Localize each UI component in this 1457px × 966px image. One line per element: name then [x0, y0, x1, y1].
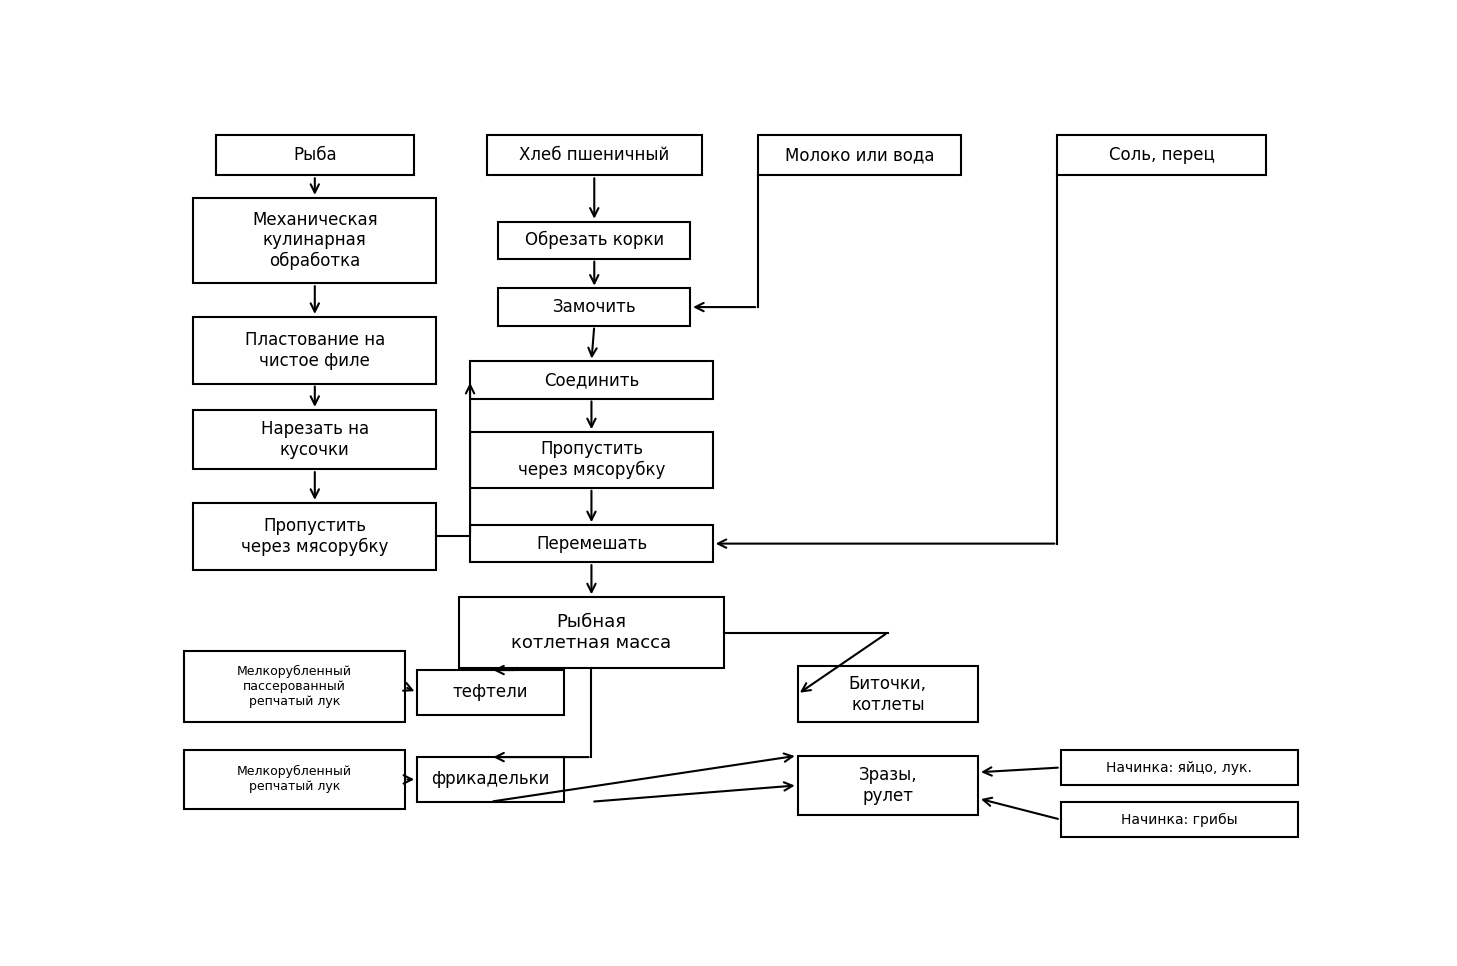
Text: Пропустить
через мясорубку: Пропустить через мясорубку: [517, 440, 666, 479]
Bar: [487, 134, 701, 176]
Bar: [185, 750, 405, 810]
Text: Хлеб пшеничный: Хлеб пшеничный: [519, 146, 669, 164]
Bar: [498, 221, 691, 259]
Bar: [185, 651, 405, 723]
Text: Перемешать: Перемешать: [536, 534, 647, 553]
Bar: [758, 134, 962, 176]
Bar: [471, 361, 712, 399]
Bar: [194, 198, 436, 283]
Bar: [1061, 802, 1298, 838]
Bar: [194, 502, 436, 570]
Text: Замочить: Замочить: [552, 298, 637, 316]
Text: Начинка: яйцо, лук.: Начинка: яйцо, лук.: [1106, 760, 1252, 775]
Bar: [194, 410, 436, 469]
Bar: [471, 432, 712, 488]
Text: Соединить: Соединить: [543, 371, 640, 389]
Text: Биточки,
котлеты: Биточки, котлеты: [849, 675, 927, 714]
Bar: [1061, 750, 1298, 785]
Text: тефтели: тефтели: [453, 683, 527, 701]
Text: Обрезать корки: Обрезать корки: [525, 231, 664, 249]
Text: Молоко или вода: Молоко или вода: [785, 146, 934, 164]
Bar: [194, 317, 436, 384]
Bar: [797, 755, 978, 815]
Text: Мелкорубленный
репчатый лук: Мелкорубленный репчатый лук: [237, 765, 353, 793]
Bar: [417, 670, 564, 715]
Text: Пластование на
чистое филе: Пластование на чистое филе: [245, 330, 385, 370]
Text: Мелкорубленный
пассерованный
репчатый лук: Мелкорубленный пассерованный репчатый лу…: [237, 666, 353, 708]
Text: Зразы,
рулет: Зразы, рулет: [858, 766, 916, 805]
Bar: [1058, 134, 1266, 176]
Text: Рыба: Рыба: [293, 146, 337, 164]
Bar: [797, 667, 978, 723]
Bar: [459, 597, 724, 668]
Bar: [471, 526, 712, 562]
Text: Начинка: грибы: Начинка: грибы: [1120, 812, 1237, 827]
Text: Механическая
кулинарная
обработка: Механическая кулинарная обработка: [252, 211, 377, 270]
Text: Нарезать на
кусочки: Нарезать на кусочки: [261, 420, 369, 459]
Text: Соль, перец: Соль, перец: [1109, 146, 1215, 164]
Text: Рыбная
котлетная масса: Рыбная котлетная масса: [511, 613, 672, 652]
Text: Пропустить
через мясорубку: Пропустить через мясорубку: [240, 517, 389, 555]
Text: фрикадельки: фрикадельки: [431, 771, 549, 788]
Bar: [498, 289, 691, 326]
Bar: [216, 134, 414, 176]
Bar: [417, 757, 564, 802]
